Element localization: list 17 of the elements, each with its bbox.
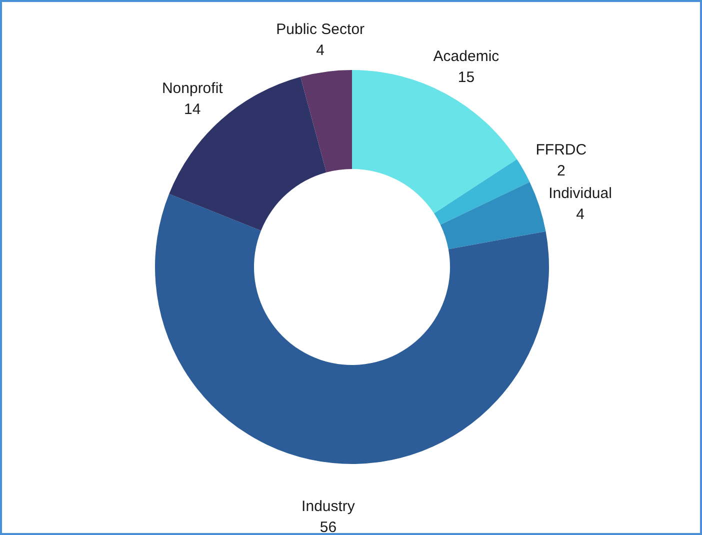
- donut-slice: [440, 182, 546, 250]
- slice-label: Individual: [548, 184, 612, 202]
- donut-slice: [434, 159, 530, 225]
- data-label: 56: [320, 518, 337, 535]
- data-label: 2: [556, 162, 566, 180]
- slice-label: Nonprofit: [162, 80, 224, 97]
- slice-label: Academic: [433, 48, 500, 65]
- data-label: 14: [184, 100, 201, 118]
- donut-slice: [352, 70, 517, 214]
- data-label: 15: [458, 68, 475, 86]
- slice-label: Industry: [302, 498, 356, 515]
- data-label: 4: [316, 42, 325, 60]
- slice-label: Public Sector: [276, 21, 365, 38]
- slice-label: FFRDC: [536, 141, 587, 158]
- donut-slice: [300, 70, 352, 172]
- data-label: 4: [576, 206, 584, 223]
- donut-slice: [155, 194, 549, 464]
